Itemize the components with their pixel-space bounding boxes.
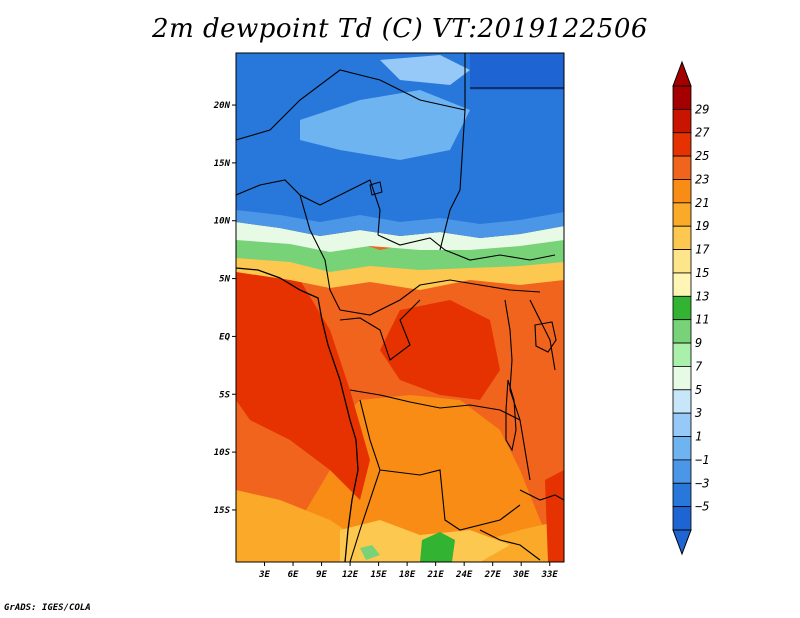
field-light-orange-interior	[300, 395, 560, 560]
lake-chad	[369, 181, 383, 196]
colorbar-swatch	[672, 85, 692, 110]
country-borders	[236, 53, 564, 562]
colorbar-swatch	[672, 272, 692, 297]
lon-tick-label: 27E	[484, 570, 502, 580]
field-deep-orange-lake	[545, 470, 564, 562]
colorbar-swatch	[672, 459, 692, 484]
colorbar-swatch	[672, 202, 692, 227]
colorbar-label: 5	[695, 383, 702, 397]
longitude-axis: 3E 6E 9E 12E 15E 18E 21E 24E 27E 30E 33E	[258, 562, 558, 580]
colorbar-label: −1	[695, 453, 709, 467]
colorbar-swatch	[672, 295, 692, 321]
colorbar-under-triangle	[672, 529, 692, 556]
field-green-south-2	[360, 545, 380, 560]
latitude-axis: 20N 15N 10N 5N EQ 5S 10S 15S	[213, 101, 236, 516]
lat-tick-label: 15N	[214, 159, 231, 169]
colorbar-label: 7	[695, 359, 703, 373]
field-pale-green-sahel	[236, 222, 564, 252]
lon-tick-label: 24E	[455, 570, 473, 580]
map-title: 2m dewpoint Td (C) VT:2019122506	[152, 14, 648, 44]
colorbar-label: 3	[694, 406, 702, 420]
colorbar-over-triangle	[672, 60, 692, 87]
colorbar-label: −3	[695, 476, 709, 490]
lon-tick-label: 33E	[541, 570, 559, 580]
lat-tick-label: 5S	[219, 390, 230, 400]
dewpoint-field	[236, 53, 564, 562]
map-frame	[235, 52, 565, 563]
lon-tick-label: 12E	[342, 570, 359, 580]
lat-tick-label: 10N	[214, 217, 231, 227]
colorbar-label: 1	[695, 430, 702, 444]
lat-tick-label: 20N	[213, 101, 231, 111]
colorbar: 29 27 25 23 21 19 17 15 13 11 9 7 5 3 1 −1 −3 −5	[672, 60, 710, 556]
colorbar-swatch	[672, 412, 692, 437]
lat-tick-label: 5N	[219, 275, 230, 285]
colorbar-swatch	[672, 155, 692, 180]
lake-tanganyika	[505, 379, 517, 452]
lon-tick-label: 18E	[399, 570, 416, 580]
lon-tick-label: 30E	[512, 570, 530, 580]
colorbar-label: 23	[695, 172, 709, 186]
colorbar-swatch	[672, 179, 692, 204]
lat-tick-label: 15S	[214, 506, 231, 516]
colorbar-label: 9	[695, 336, 702, 350]
lat-tick-label: EQ	[219, 332, 230, 342]
lon-tick-label: 6E	[288, 570, 299, 580]
colorbar-label: 29	[695, 102, 709, 116]
lat-tick-label: 10S	[214, 448, 231, 458]
lake-victoria	[534, 321, 557, 353]
colorbar-swatch	[672, 389, 692, 414]
colorbar-label: 17	[695, 243, 710, 257]
colorbar-swatch	[672, 506, 692, 531]
colorbar-swatch	[672, 108, 692, 134]
colorbar-swatch	[672, 249, 692, 274]
field-lightblue-north-2	[380, 55, 470, 85]
coastline	[236, 267, 359, 562]
field-lightblue-edge	[236, 210, 564, 238]
field-deep-orange-west	[236, 265, 370, 500]
colorbar-label: 15	[695, 266, 709, 280]
footer-credit: GrADS: IGES/COLA	[4, 603, 91, 613]
lon-tick-label: 9E	[316, 570, 327, 580]
field-green-sahel	[236, 230, 564, 272]
colorbar-label: 13	[695, 289, 709, 303]
colorbar-swatch	[672, 436, 692, 461]
field-blue-ne	[470, 53, 564, 90]
lon-tick-label: 3E	[258, 570, 270, 580]
colorbar-swatch	[672, 225, 692, 250]
colorbar-label: 11	[695, 313, 709, 327]
colorbar-label: 25	[695, 149, 709, 163]
colorbar-label: 21	[695, 196, 709, 210]
field-green-south	[420, 532, 455, 562]
lon-tick-label: 15E	[370, 570, 387, 580]
field-lightblue-north	[300, 90, 470, 160]
colorbar-label: −5	[695, 500, 709, 514]
colorbar-label: 19	[695, 219, 709, 233]
colorbar-label: 27	[695, 126, 710, 140]
lon-tick-label: 21E	[427, 570, 445, 580]
field-deep-orange-congo	[380, 300, 500, 400]
colorbar-swatch	[672, 132, 692, 157]
colorbar-swatch	[672, 366, 692, 391]
colorbar-swatch	[672, 319, 692, 344]
colorbar-swatch	[672, 482, 692, 508]
colorbar-swatch	[672, 342, 692, 367]
